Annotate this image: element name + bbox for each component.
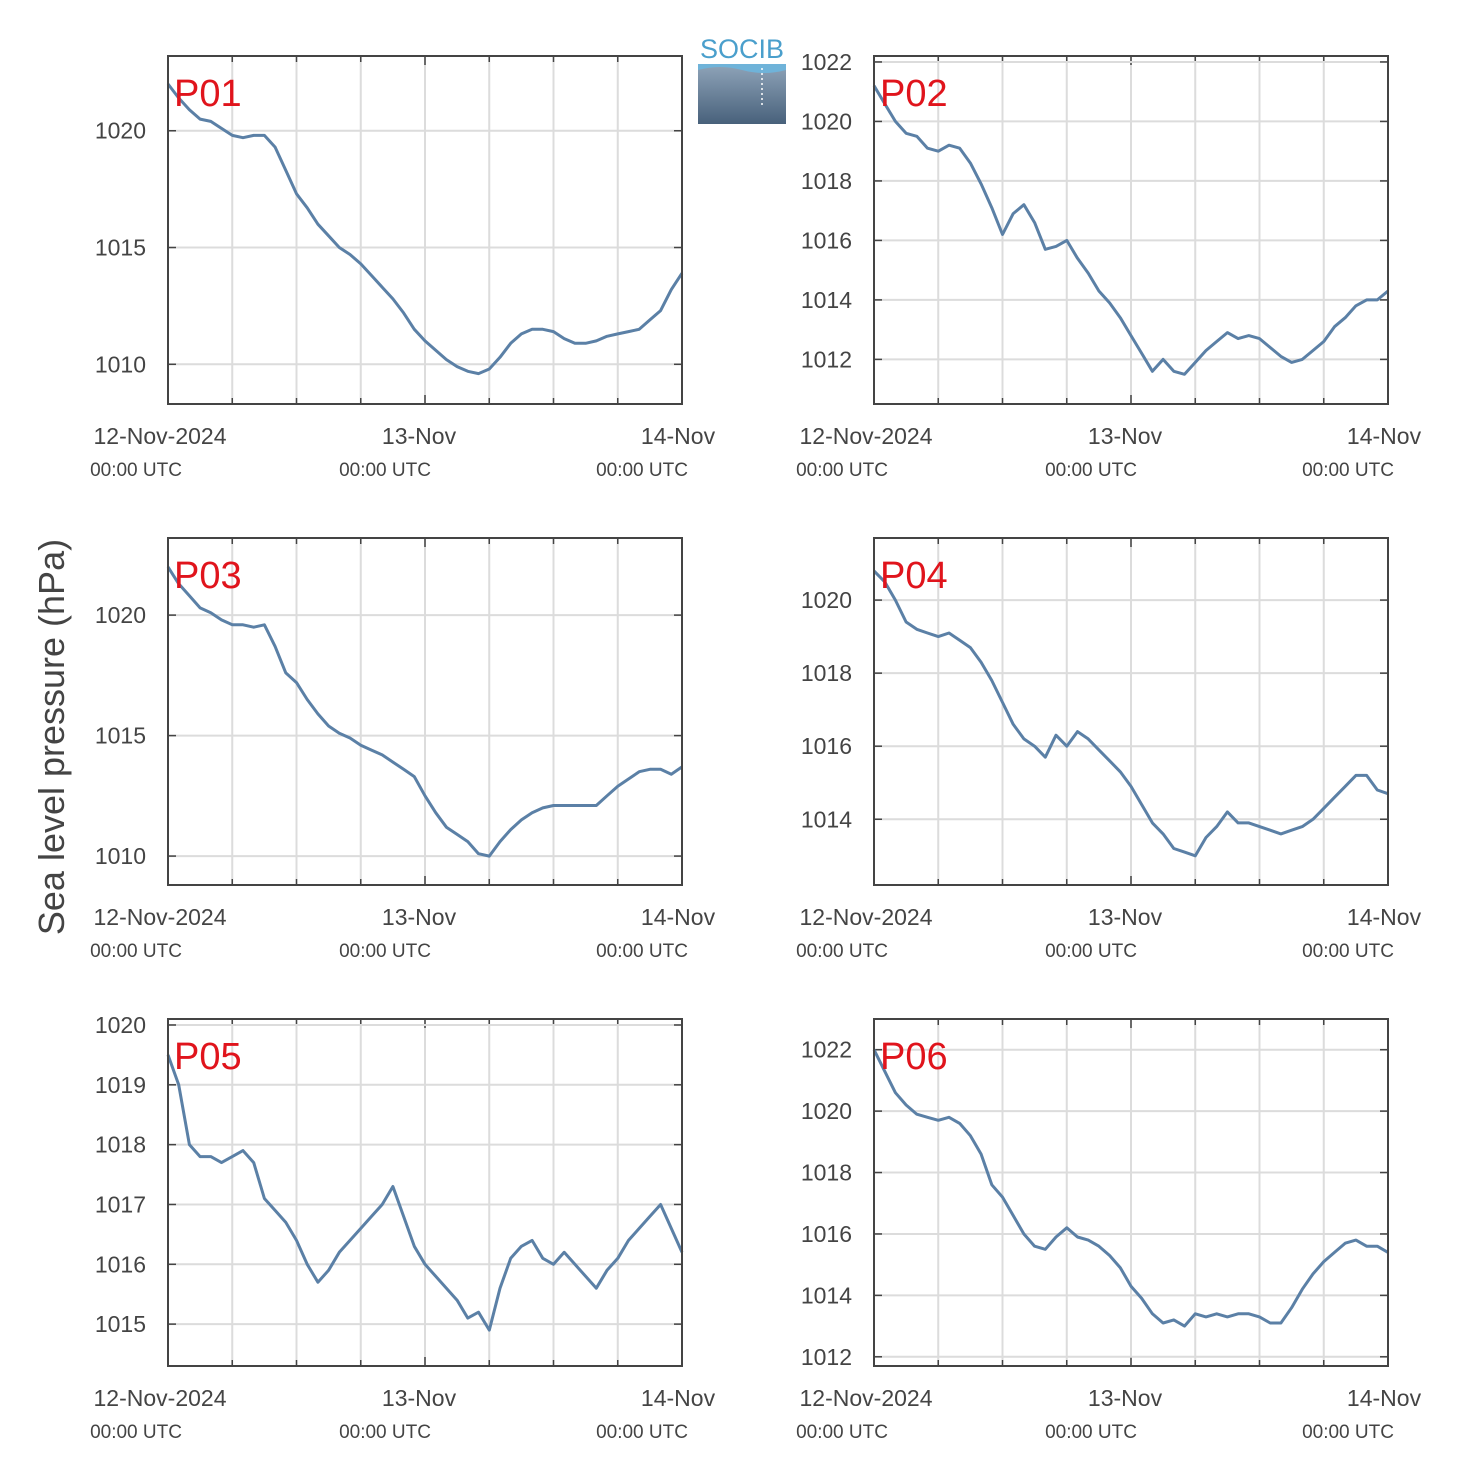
panel-label: P04 <box>880 555 948 597</box>
pressure-series-line <box>872 84 1389 376</box>
panel-label: P01 <box>174 73 242 115</box>
pressure-series-line <box>872 1049 1389 1328</box>
x-tick-label-time: 00:00 UTC <box>90 941 182 962</box>
x-tick-label-date: 13-Nov <box>382 904 457 930</box>
x-tick-label-time: 00:00 UTC <box>339 460 431 481</box>
x-tick-label-time: 00:00 UTC <box>1302 1422 1394 1443</box>
y-tick-label: 1022 <box>801 49 852 75</box>
y-tick-label: 1022 <box>801 1037 852 1063</box>
y-tick-label: 1018 <box>801 660 852 686</box>
y-tick-label: 1019 <box>95 1072 146 1098</box>
y-tick-label: 1017 <box>95 1191 146 1217</box>
x-tick-label-time: 00:00 UTC <box>1302 460 1394 481</box>
y-tick-label: 1020 <box>801 587 852 613</box>
chart-panel-p04: 1014 1016 1018 1020 P04 12-Nov-2024 00:00 UTC 1… <box>796 537 1422 962</box>
x-tick-label-date: 13-Nov <box>1088 904 1163 930</box>
y-tick-label: 1016 <box>801 227 852 253</box>
y-tick-label: 1016 <box>95 1251 146 1277</box>
socib-logo-graphic <box>698 64 786 124</box>
x-tick-label-date: 14-Nov <box>641 423 716 449</box>
y-tick-label: 1015 <box>95 1311 146 1337</box>
x-tick-label-date: 12-Nov-2024 <box>94 904 227 930</box>
x-tick-label-time: 00:00 UTC <box>339 1422 431 1443</box>
y-tick-label: 1010 <box>95 843 146 869</box>
x-tick-label-time: 00:00 UTC <box>596 1422 688 1443</box>
y-tick-label: 1012 <box>801 1344 852 1370</box>
x-tick-label-time: 00:00 UTC <box>1302 941 1394 962</box>
y-tick-label: 1012 <box>801 346 852 372</box>
y-tick-label: 1020 <box>801 108 852 134</box>
x-tick-label-time: 00:00 UTC <box>796 460 888 481</box>
x-tick-label-time: 00:00 UTC <box>796 1422 888 1443</box>
x-tick-label-date: 12-Nov-2024 <box>800 1385 933 1411</box>
x-tick-label-date: 13-Nov <box>382 1385 457 1411</box>
plot-frame <box>167 55 683 405</box>
x-tick-label-date: 13-Nov <box>1088 423 1163 449</box>
y-axis-label: Sea level pressure (hPa) <box>31 538 72 936</box>
y-tick-label: 1020 <box>801 1098 852 1124</box>
x-tick-label-date: 12-Nov-2024 <box>800 904 933 930</box>
x-tick-label-time: 00:00 UTC <box>596 460 688 481</box>
x-tick-label-time: 00:00 UTC <box>90 1422 182 1443</box>
x-tick-label-date: 13-Nov <box>382 423 457 449</box>
plot-frame <box>167 537 683 886</box>
panel-label: P06 <box>880 1036 948 1078</box>
x-tick-label-date: 13-Nov <box>1088 1385 1163 1411</box>
y-tick-label: 1015 <box>95 723 146 749</box>
panel-label: P03 <box>174 555 242 597</box>
x-tick-label-time: 00:00 UTC <box>796 941 888 962</box>
y-tick-label: 1014 <box>801 1282 852 1308</box>
y-tick-label: 1016 <box>801 1221 852 1247</box>
pressure-series-line <box>166 83 684 376</box>
chart-panel-p06: 1012 1014 1016 1018 1020 1022 P06 12-Nov-2024 00… <box>796 1018 1422 1443</box>
x-tick-label-time: 00:00 UTC <box>1045 941 1137 962</box>
chart-panel-p03: 1010 1015 1020 P03 12-Nov-2024 00:00 UTC 13-No… <box>90 537 716 962</box>
socib-logo: SOCIB <box>697 34 787 126</box>
y-tick-label: 1016 <box>801 733 852 759</box>
chart-panel-p02: 1012 1014 1016 1018 1020 1022 P02 12-Nov-2024 00… <box>796 49 1422 481</box>
y-tick-label: 1010 <box>95 351 146 377</box>
x-tick-label-time: 00:00 UTC <box>596 941 688 962</box>
plot-frame <box>873 1018 1389 1367</box>
y-tick-label: 1014 <box>801 287 852 313</box>
y-tick-label: 1018 <box>95 1132 146 1158</box>
x-tick-label-date: 14-Nov <box>1347 904 1422 930</box>
plot-frame <box>873 55 1389 405</box>
x-tick-label-date: 12-Nov-2024 <box>94 423 227 449</box>
y-tick-label: 1020 <box>95 118 146 144</box>
y-tick-label: 1018 <box>801 168 852 194</box>
pressure-series-line <box>166 566 683 858</box>
x-tick-label-date: 14-Nov <box>641 1385 716 1411</box>
x-tick-label-date: 12-Nov-2024 <box>94 1385 227 1411</box>
y-tick-label: 1015 <box>95 235 146 261</box>
x-tick-label-time: 00:00 UTC <box>339 941 431 962</box>
y-tick-label: 1020 <box>95 1012 146 1038</box>
x-tick-label-time: 00:00 UTC <box>90 460 182 481</box>
x-tick-label-date: 12-Nov-2024 <box>800 423 933 449</box>
x-tick-label-date: 14-Nov <box>1347 1385 1422 1411</box>
y-tick-label: 1018 <box>801 1160 852 1186</box>
x-tick-label-time: 00:00 UTC <box>1045 460 1137 481</box>
plot-frame <box>873 537 1389 886</box>
x-tick-label-date: 14-Nov <box>1347 423 1422 449</box>
socib-logo-wave <box>698 64 786 108</box>
panel-label: P05 <box>174 1036 242 1078</box>
panel-label: P02 <box>880 73 948 115</box>
x-tick-label-time: 00:00 UTC <box>1045 1422 1137 1443</box>
pressure-series-line <box>166 1054 684 1332</box>
x-tick-label-date: 14-Nov <box>641 904 716 930</box>
y-tick-label: 1014 <box>801 806 852 832</box>
plot-frame <box>167 1018 683 1367</box>
socib-logo-text: SOCIB <box>699 34 785 64</box>
y-tick-label: 1020 <box>95 602 146 628</box>
pressure-series-line <box>872 569 1389 858</box>
chart-panel-p05: 1015 1016 1017 1018 1019 1020 P05 12-Nov-2024 00… <box>90 1012 716 1443</box>
chart-panel-p01: 1010 1015 1020 P01 12-Nov-2024 00:00 UTC 13-No… <box>90 55 716 481</box>
